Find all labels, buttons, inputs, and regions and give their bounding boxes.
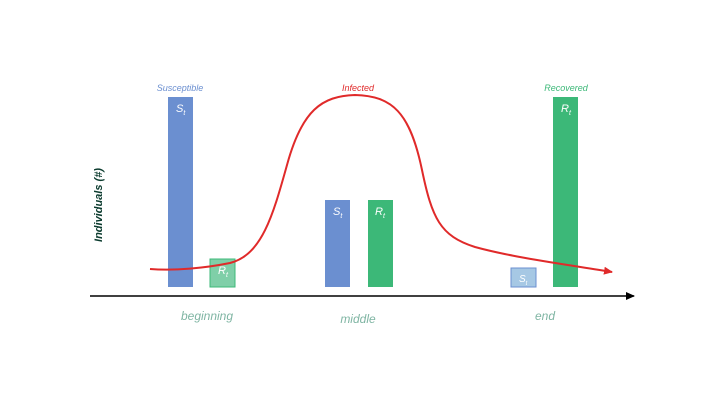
susceptible-bar-beginning [168,97,193,287]
recovered-bar-middle [368,200,393,287]
phase-label-middle: middle [340,312,376,326]
y-axis-label: Individuals (#) [93,168,105,242]
infected-curve [149,93,613,275]
susceptible-bar-end [510,267,537,288]
rt-symbol-middle: Rt [375,206,386,220]
phase-label-beginning: beginning [181,309,233,323]
rt-symbol-beginning: Rt [218,265,229,279]
susceptible-bar-middle [325,200,350,287]
st-symbol-beginning: St [176,103,186,117]
rt-symbol-end: Rt [561,103,572,117]
recovered-bar-end [553,97,578,287]
phase-label-end: end [535,309,555,323]
recovered-label: Recovered [544,83,589,93]
st-symbol-end: St [519,274,528,287]
infected-label: Infected [342,83,375,93]
st-symbol-middle: St [333,206,343,220]
susceptible-label: Susceptible [157,83,204,93]
